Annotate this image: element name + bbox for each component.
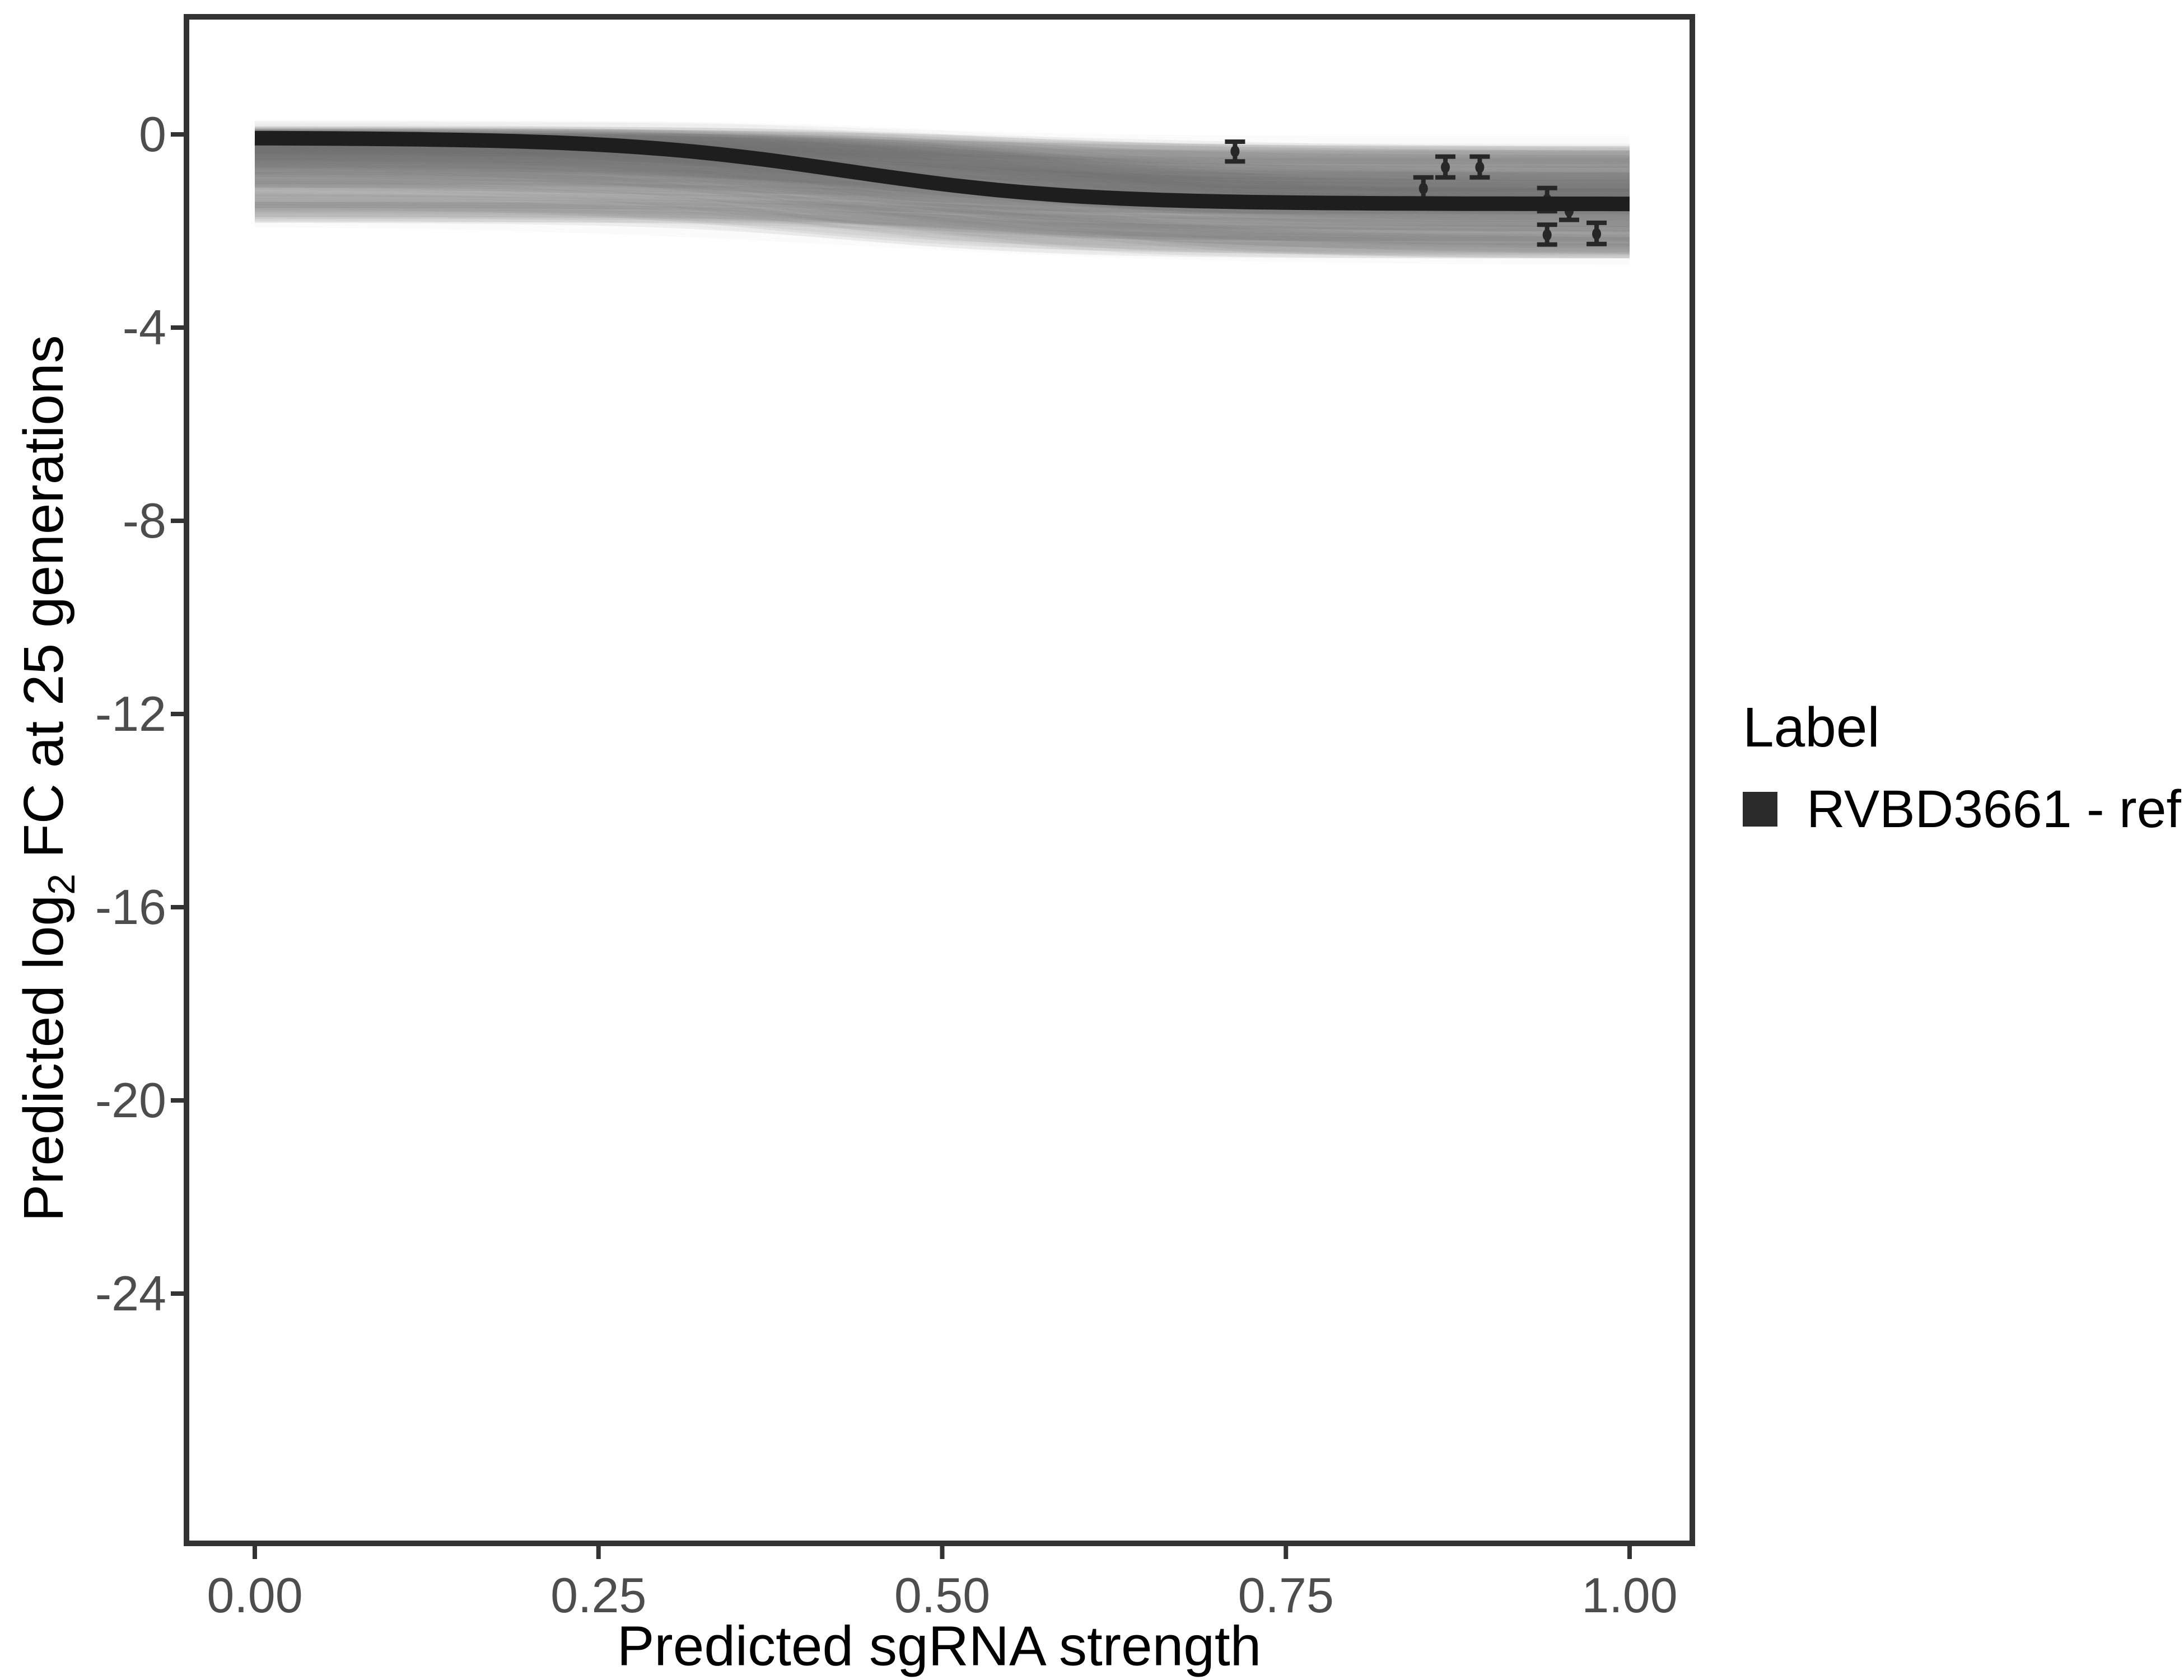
posterior-sample-line — [255, 195, 1630, 249]
posterior-sample-line — [254, 171, 1630, 258]
y-axis-title-prefix: Predicted log — [12, 894, 75, 1222]
posterior-sample-line — [254, 198, 1630, 254]
y-tick-label: 0 — [139, 106, 166, 162]
posterior-sample-line — [255, 161, 1630, 200]
posterior-sample-line — [255, 144, 1630, 175]
posterior-sample-line — [254, 191, 1630, 233]
data-point-errorbar — [1225, 139, 1245, 164]
posterior-sample-line — [255, 199, 1630, 228]
posterior-sample-line — [255, 207, 1630, 246]
posterior-sample-line — [254, 146, 1630, 225]
y-tick-label: -16 — [95, 879, 166, 935]
posterior-sample-line — [255, 199, 1630, 255]
posterior-sample-line — [255, 157, 1630, 191]
posterior-sample-line — [254, 144, 1630, 227]
y-tick-label: -8 — [122, 493, 166, 548]
posterior-sample-line — [254, 155, 1630, 242]
posterior-sample-line — [255, 202, 1630, 258]
posterior-sample-line — [255, 197, 1630, 255]
posterior-sample-line — [254, 193, 1630, 232]
posterior-sample-line — [254, 138, 1630, 197]
data-point-dot — [1475, 161, 1485, 174]
data-point-dot — [1592, 228, 1602, 240]
posterior-sample-line — [254, 172, 1630, 221]
posterior-sample-line — [254, 166, 1630, 240]
data-point-dot — [1230, 145, 1240, 157]
x-tick-label: 0.75 — [1238, 1567, 1334, 1623]
posterior-sample-line — [254, 149, 1630, 232]
legend-key-swatch — [1743, 792, 1777, 827]
posterior-sample-line — [254, 171, 1630, 242]
posterior-sample-line — [254, 179, 1630, 225]
posterior-sample-line — [254, 147, 1630, 230]
posterior-sample-line — [254, 172, 1630, 245]
legend-entry: RVBD3661 - ref — [1743, 780, 2181, 839]
data-point-dot — [1418, 183, 1428, 195]
posterior-sample-line — [255, 142, 1630, 218]
data-point-errorbar — [1435, 154, 1456, 180]
reference-curve — [254, 130, 1630, 212]
legend-title: Label — [1743, 696, 1880, 759]
posterior-sample-line — [255, 152, 1630, 192]
y-tick-label: -4 — [122, 300, 166, 355]
x-tick-label: 1.00 — [1581, 1567, 1678, 1623]
posterior-sample-line — [254, 202, 1630, 253]
posterior-sample-line — [254, 158, 1630, 237]
x-tick-label: 0.50 — [894, 1567, 991, 1623]
posterior-sample-line — [254, 144, 1630, 182]
data-point-errorbar — [1469, 154, 1490, 180]
data-point-dot — [1542, 228, 1552, 241]
posterior-sample-line — [255, 189, 1630, 255]
data-point-errorbar — [1537, 222, 1557, 247]
posterior-sample-line — [255, 191, 1630, 240]
posterior-sample-line — [255, 147, 1630, 180]
posterior-sample-line — [255, 162, 1630, 242]
posterior-sample-line — [254, 143, 1630, 194]
x-tick-label: 0.00 — [207, 1567, 303, 1623]
posterior-sample-line — [254, 162, 1630, 238]
y-axis-title-suffix: FC at 25 generations — [12, 335, 75, 874]
data-point-errorbar — [1586, 220, 1607, 246]
posterior-sample-line — [254, 209, 1630, 251]
posterior-sample-line — [254, 202, 1630, 259]
y-axis-title-subscript: 2 — [40, 874, 83, 895]
posterior-sample-line — [254, 204, 1630, 254]
posterior-sample-line — [255, 138, 1630, 204]
panel-border — [184, 14, 1695, 1546]
posterior-sample-line — [254, 186, 1630, 232]
legend: Label RVBD3661 - ref — [1743, 696, 2181, 839]
x-tick-label: 0.25 — [550, 1567, 647, 1623]
posterior-sample-line — [255, 178, 1630, 238]
posterior-sample-line — [254, 181, 1630, 253]
posterior-sample-line — [255, 139, 1630, 175]
y-tick-label: -24 — [95, 1266, 166, 1321]
y-axis-title: Predicted log2 FC at 25 generations — [12, 335, 83, 1221]
y-tick-label: -12 — [95, 686, 166, 741]
posterior-sample-line — [255, 203, 1630, 242]
posterior-sample-line — [255, 189, 1630, 259]
posterior-sample-line — [254, 193, 1630, 248]
x-axis-title: Predicted sgRNA strength — [617, 1614, 1262, 1678]
data-point-dot — [1441, 161, 1450, 174]
posterior-sample-line — [254, 183, 1630, 240]
y-tick-label: -20 — [95, 1072, 166, 1128]
data-points — [1225, 139, 1607, 247]
posterior-sample-line — [254, 183, 1630, 226]
legend-entry-label: RVBD3661 - ref — [1807, 779, 2181, 839]
posterior-sample-line — [254, 146, 1630, 193]
posterior-sample-line — [254, 139, 1630, 228]
posterior-sample-line — [255, 156, 1630, 192]
